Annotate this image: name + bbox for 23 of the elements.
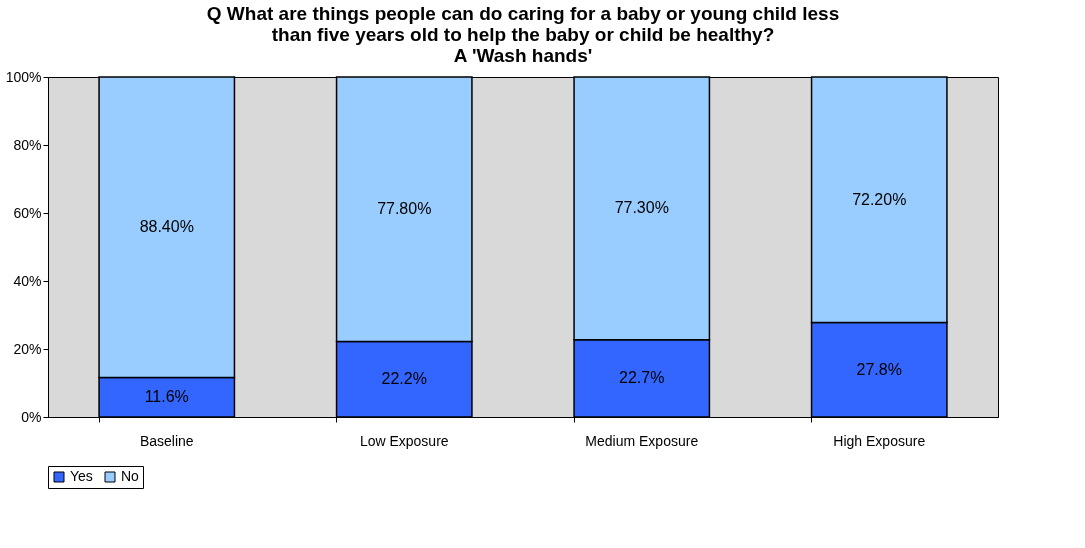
y-tick-label: 0% [21,408,42,425]
text: A 'Wash hands' [453,45,593,66]
data-label: 22.2% [381,370,427,388]
y-tick-label: 60% [13,204,42,221]
y-tick-label: 20% [13,340,42,357]
data-label: 22.7% [619,369,665,387]
x-tick-label: High Exposure [833,432,926,449]
x-tick-label: Medium Exposure [585,432,699,449]
y-tick-label: 100% [5,68,42,85]
data-label: 72.20% [852,190,907,208]
data-label: 88.40% [139,218,194,236]
legend-label: No [121,468,140,484]
y-tick-label: 40% [13,272,42,289]
y-tick-label: 80% [13,136,42,153]
data-label: 11.6% [144,388,189,406]
x-tick-label: Low Exposure [359,432,449,449]
x-tick-label: Baseline [139,432,194,449]
legend-label: Yes [70,468,93,484]
text: than five years old to help the baby or child be healthy? [271,24,775,45]
data-label: 77.80% [377,200,432,218]
text: Q What are things people can do caring for a baby or young child less [206,3,840,24]
data-label: 77.30% [614,199,669,217]
data-label: 27.8% [856,360,902,378]
